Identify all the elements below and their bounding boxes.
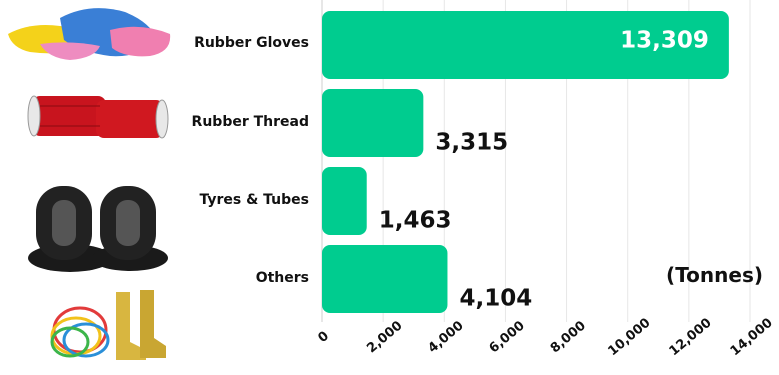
category-label-rubber-thread: Rubber Thread bbox=[191, 114, 309, 130]
bar-2 bbox=[322, 167, 367, 235]
category-label-tyres-tubes: Tyres & Tubes bbox=[199, 192, 309, 208]
value-label-0: 13,309 bbox=[620, 28, 709, 54]
x-tick-label-0: 0 bbox=[315, 329, 332, 346]
category-label-others: Others bbox=[255, 270, 309, 286]
bar-1 bbox=[322, 89, 424, 157]
x-tick-label-6: 12,000 bbox=[667, 315, 715, 359]
rubber-thread-spools-icon bbox=[27, 95, 169, 139]
x-tick-label-1: 2,000 bbox=[364, 318, 405, 356]
value-label-2: 1,463 bbox=[379, 208, 452, 234]
x-tick-label-3: 6,000 bbox=[487, 318, 528, 356]
category-label-rubber-gloves: Rubber Gloves bbox=[194, 35, 309, 51]
value-label-1: 3,315 bbox=[435, 130, 508, 156]
unit-label: (Tonnes) bbox=[666, 263, 763, 287]
rubber-bands-and-boots-icon bbox=[50, 290, 166, 360]
rubber-gloves-icon bbox=[8, 8, 171, 60]
bar-3 bbox=[322, 245, 448, 313]
x-tick-label-4: 8,000 bbox=[548, 318, 589, 356]
tyres-icon bbox=[28, 186, 168, 272]
x-tick-label-2: 4,000 bbox=[425, 318, 466, 356]
value-label-3: 4,104 bbox=[459, 286, 532, 312]
x-tick-label-5: 10,000 bbox=[605, 315, 653, 359]
category-icons bbox=[8, 8, 171, 360]
x-tick-label-7: 14,000 bbox=[728, 315, 776, 359]
bar-0 bbox=[322, 11, 729, 79]
